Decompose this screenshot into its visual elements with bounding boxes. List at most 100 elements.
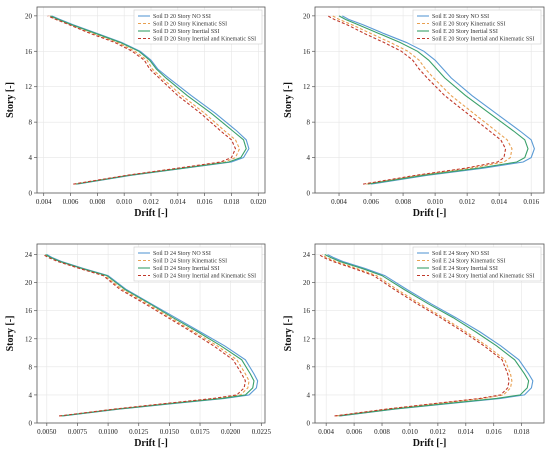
y-tick-label: 4 xyxy=(307,154,311,162)
y-tick-label: 4 xyxy=(29,391,33,399)
legend-box xyxy=(412,246,542,282)
y-tick-label: 16 xyxy=(303,307,311,315)
y-tick-label: 8 xyxy=(29,363,33,371)
x-tick-label: 0.016 xyxy=(486,428,502,436)
x-tick-label: 0.0150 xyxy=(160,428,180,436)
x-tick-label: 0.004 xyxy=(331,198,347,206)
y-tick-label: 8 xyxy=(307,363,311,371)
legend-entry: Soil D 20 Story NO SSI xyxy=(153,14,211,20)
legend: Soil E 20 Story NO SSI Soil E 20 Story Ki… xyxy=(412,9,542,45)
y-axis-label: Story [-] xyxy=(5,82,16,118)
legend-entry: Soil E 20 Story Inertial and Kinematic S… xyxy=(432,37,535,43)
x-tick-label: 0.0100 xyxy=(98,428,118,436)
y-tick-label: 16 xyxy=(303,48,311,56)
legend: Soil D 24 Story NO SSI Soil D 24 Story Ki… xyxy=(133,246,263,282)
x-tick-label: 0.012 xyxy=(459,198,475,206)
x-axis-label: Drift [-] xyxy=(413,438,447,449)
legend-entry: Soil E 20 Story Inertial SSI xyxy=(432,29,498,35)
x-tick-label: 0.006 xyxy=(346,428,362,436)
y-tick-label: 0 xyxy=(29,190,33,198)
x-tick-label: 0.010 xyxy=(402,428,418,436)
series-line-1 xyxy=(341,15,535,185)
series-line-2 xyxy=(321,254,513,417)
x-tick-label: 0.018 xyxy=(224,198,240,206)
plot-frame xyxy=(314,6,545,194)
x-tick-label: 0.0225 xyxy=(252,428,272,436)
chart-panel-1: 0.004 0.006 0.008 0.010 0.012 0.014 0.016 0.018… xyxy=(5,6,267,219)
series-line-3 xyxy=(338,15,529,185)
x-axis-label: Drift [-] xyxy=(134,208,168,219)
chart-panel-3: 0.0050 0.0075 0.0100 0.0125 0.0150 0.0175 0.02… xyxy=(5,243,272,449)
series-line-3 xyxy=(45,254,255,417)
series-line-3 xyxy=(324,254,530,417)
x-tick-label: 0.010 xyxy=(427,198,443,206)
x-axis-label: Drift [-] xyxy=(413,208,447,219)
y-tick-label: 12 xyxy=(25,83,33,91)
y-tick-label: 4 xyxy=(307,391,311,399)
y-tick-label: 0 xyxy=(29,420,33,428)
y-tick-label: 20 xyxy=(303,279,311,287)
y-tick-label: 12 xyxy=(25,335,33,343)
x-tick-label: 0.018 xyxy=(514,428,530,436)
legend: Soil E 24 Story NO SSI Soil E 24 Story Ki… xyxy=(412,246,542,282)
x-tick-label: 0.0075 xyxy=(68,428,88,436)
y-axis-label: Story [-] xyxy=(283,82,294,118)
series-line-1 xyxy=(327,254,534,417)
x-tick-label: 0.016 xyxy=(523,198,539,206)
legend-entry: Soil E 24 Story Kinematic SSI xyxy=(432,259,506,265)
y-tick-label: 16 xyxy=(25,48,33,56)
x-tick-label: 0.012 xyxy=(430,428,446,436)
y-tick-label: 24 xyxy=(25,251,33,259)
legend-entry: Soil D 20 Story Kinematic SSI xyxy=(153,22,227,28)
legend-box xyxy=(133,9,263,45)
x-tick-label: 0.0125 xyxy=(129,428,149,436)
x-tick-label: 0.014 xyxy=(170,198,186,206)
x-tick-label: 0.014 xyxy=(458,428,474,436)
legend-entry: Soil E 24 Story Inertial SSI xyxy=(432,266,498,272)
y-axis-label: Story [-] xyxy=(5,316,16,352)
y-tick-label: 20 xyxy=(25,279,33,287)
legend-entry: Soil E 24 Story Inertial and Kinematic S… xyxy=(432,274,535,280)
y-tick-label: 20 xyxy=(303,12,311,20)
y-tick-label: 16 xyxy=(25,307,33,315)
x-tick-label: 0.004 xyxy=(318,428,334,436)
plot-frame xyxy=(36,243,266,424)
x-tick-label: 0.014 xyxy=(491,198,507,206)
x-tick-label: 0.008 xyxy=(374,428,390,436)
series-line-4 xyxy=(318,254,510,417)
legend-entry: Soil D 24 Story Inertial SSI xyxy=(153,266,220,272)
legend-box xyxy=(133,246,263,282)
legend-box xyxy=(412,9,542,45)
x-tick-label: 0.010 xyxy=(116,198,132,206)
x-tick-label: 0.0175 xyxy=(190,428,210,436)
x-tick-label: 0.004 xyxy=(36,198,52,206)
legend-entry: Soil D 24 Story Kinematic SSI xyxy=(153,259,227,265)
plot-frame xyxy=(314,243,545,424)
x-tick-label: 0.008 xyxy=(89,198,105,206)
y-tick-label: 8 xyxy=(29,119,33,127)
legend-entry: Soil E 24 Story NO SSI xyxy=(432,251,489,257)
series-line-4 xyxy=(327,15,507,185)
y-tick-label: 12 xyxy=(303,83,311,91)
series-line-4 xyxy=(42,254,246,417)
legend: Soil D 20 Story NO SSI Soil D 20 Story Ki… xyxy=(133,9,263,45)
chart-panel-2: 0.004 0.006 0.008 0.010 0.012 0.014 0.016 0 4 8 12… xyxy=(283,6,545,219)
legend-entry: Soil D 24 Story NO SSI xyxy=(153,251,211,257)
x-tick-label: 0.012 xyxy=(143,198,159,206)
x-tick-label: 0.0050 xyxy=(37,428,57,436)
x-tick-label: 0.006 xyxy=(63,198,79,206)
x-tick-label: 0.016 xyxy=(197,198,213,206)
y-tick-label: 0 xyxy=(307,190,311,198)
x-axis-label: Drift [-] xyxy=(134,438,168,449)
x-tick-label: 0.020 xyxy=(250,198,266,206)
series-line-2 xyxy=(332,15,513,185)
legend-entry: Soil E 20 Story NO SSI xyxy=(432,14,489,20)
chart-panel-4: 0.004 0.006 0.008 0.010 0.012 0.014 0.016 0.018… xyxy=(283,243,545,449)
series-line-3 xyxy=(50,15,247,185)
y-tick-label: 20 xyxy=(25,12,33,20)
legend-entry: Soil D 24 Story Inertial and Kinematic S… xyxy=(153,274,256,280)
y-tick-label: 12 xyxy=(303,335,311,343)
x-tick-label: 0.008 xyxy=(395,198,411,206)
y-tick-label: 0 xyxy=(307,420,311,428)
x-tick-label: 0.0200 xyxy=(221,428,241,436)
